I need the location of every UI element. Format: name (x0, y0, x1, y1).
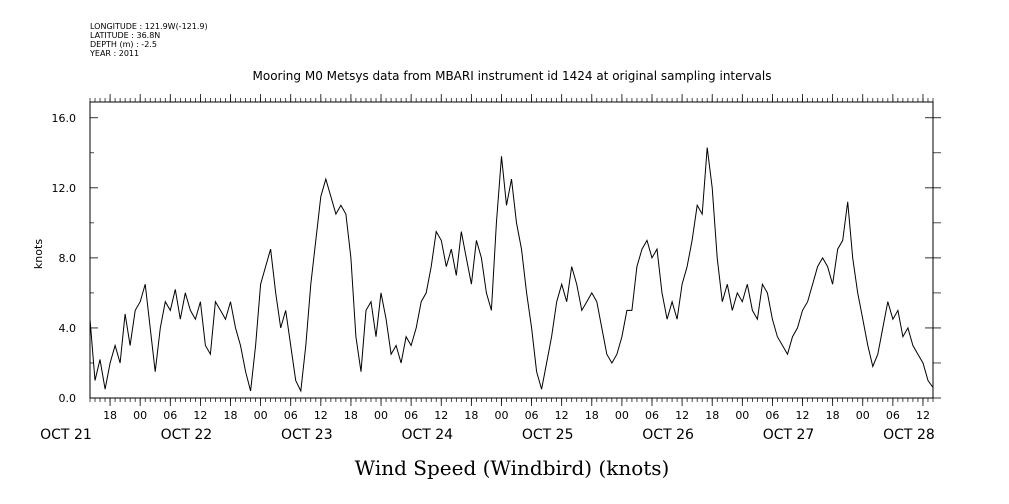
x-hour-tick-label: 12 (796, 409, 810, 422)
x-date-label: OCT 28 (883, 427, 935, 443)
y-tick-label: 8.0 (59, 252, 77, 265)
x-hour-tick-label: 00 (615, 409, 629, 422)
x-hour-tick-label: 00 (494, 409, 508, 422)
x-hour-tick-label: 18 (585, 409, 599, 422)
metadata-longitude: LONGITUDE : 121.9W(-121.9) (90, 22, 208, 31)
x-hour-tick-label: 00 (374, 409, 388, 422)
x-date-label: OCT 23 (281, 427, 333, 443)
x-hour-tick-label: 12 (193, 409, 207, 422)
x-hour-tick-label: 18 (464, 409, 478, 422)
x-hour-tick-label: 18 (344, 409, 358, 422)
x-date-label: OCT 21 (40, 427, 92, 443)
x-hour-tick-label: 18 (826, 409, 840, 422)
x-date-label: OCT 24 (401, 427, 453, 443)
metadata-block: LONGITUDE : 121.9W(-121.9) LATITUDE : 36… (90, 22, 208, 58)
y-axis-label: knots (32, 239, 45, 269)
x-hour-tick-label: 06 (765, 409, 779, 422)
x-hour-tick-label: 06 (525, 409, 539, 422)
x-axis-label: Wind Speed (Windbird) (knots) (355, 456, 670, 480)
wind-speed-series-line (89, 147, 934, 393)
metadata-year: YEAR : 2011 (90, 49, 140, 58)
x-date-label: OCT 27 (763, 427, 815, 443)
x-hour-tick-label: 18 (705, 409, 719, 422)
x-hour-tick-label: 12 (916, 409, 930, 422)
plot-frame (89, 101, 934, 399)
x-hour-tick-label: 12 (675, 409, 689, 422)
y-tick-label: 0.0 (59, 392, 77, 405)
x-hour-tick-label: 18 (224, 409, 238, 422)
plot-area: 18 00 06 12 18 00 06 12 18 00 06 12 18 00 06 12 18 00 06 12… (40, 94, 941, 443)
x-hour-tick-label: 06 (886, 409, 900, 422)
y-tick-label: 12.0 (52, 182, 77, 195)
x-hour-tick-label: 12 (314, 409, 328, 422)
x-hour-tick-label: 00 (735, 409, 749, 422)
x-date-label: OCT 22 (161, 427, 213, 443)
x-hour-tick-label: 00 (133, 409, 147, 422)
x-hour-tick-label: 06 (404, 409, 418, 422)
x-hour-tick-label: 18 (103, 409, 117, 422)
x-hour-tick-label: 00 (856, 409, 870, 422)
x-hour-tick-label: 12 (434, 409, 448, 422)
y-tick-label: 16.0 (52, 112, 77, 125)
x-hour-tick-label: 12 (555, 409, 569, 422)
x-hour-tick-label: 06 (163, 409, 177, 422)
y-tick-label: 4.0 (59, 322, 77, 335)
metadata-depth: DEPTH (m) : -2.5 (90, 40, 157, 49)
x-hour-tick-label: 06 (645, 409, 659, 422)
x-hour-tick-label: 06 (284, 409, 298, 422)
x-hour-tick-label: 00 (254, 409, 268, 422)
x-date-label: OCT 25 (522, 427, 574, 443)
chart-title: Mooring M0 Metsys data from MBARI instru… (253, 69, 772, 83)
metadata-latitude: LATITUDE : 36.8N (90, 31, 161, 40)
x-date-label: OCT 26 (642, 427, 694, 443)
